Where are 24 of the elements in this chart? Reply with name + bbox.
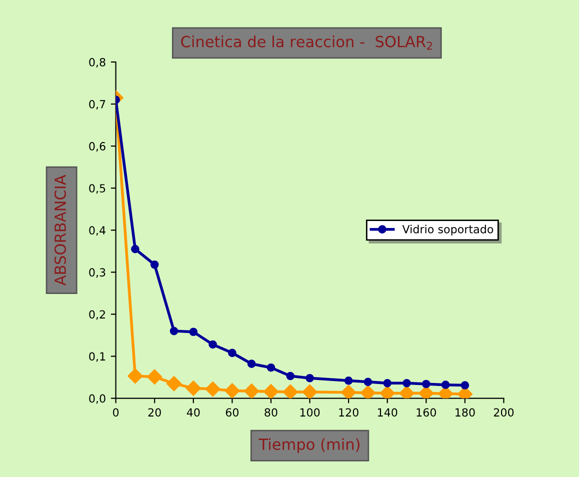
y-tick-label: 0,4 bbox=[89, 226, 106, 236]
x-tick-label: 200 bbox=[494, 408, 514, 417]
x-tick-label: 160 bbox=[416, 408, 436, 417]
y-tick-label: 0,3 bbox=[89, 268, 106, 278]
y-tick-label: 0,6 bbox=[89, 142, 106, 152]
y-tick-label: 0,1 bbox=[89, 352, 106, 362]
y-tick-label: 0,0 bbox=[89, 394, 106, 404]
x-tick-label: 180 bbox=[456, 408, 475, 417]
x-tick-label: 40 bbox=[186, 408, 200, 417]
x-tick-label: 20 bbox=[148, 408, 161, 417]
x-tick-label: 120 bbox=[339, 408, 358, 417]
y-tick-label: 0,7 bbox=[89, 100, 106, 110]
x-tick-label: 100 bbox=[300, 408, 320, 417]
y-tick-label: 0,5 bbox=[89, 184, 106, 194]
y-tick-label: 0,8 bbox=[89, 58, 106, 68]
y-tick-label: 0,2 bbox=[89, 310, 105, 320]
chart-title: Cinetica de la reaccion - SOLAR$_{2}$ bbox=[181, 36, 432, 50]
x-axis-title: Tiempo (min) bbox=[258, 438, 360, 453]
x-tick-label: 60 bbox=[226, 408, 239, 417]
x-tick-label: 80 bbox=[264, 408, 278, 417]
x-tick-label: 0 bbox=[113, 408, 119, 417]
y-axis-title: ABSORBANCIA bbox=[54, 174, 66, 286]
legend-label: Vidrio soportado bbox=[402, 224, 494, 236]
x-tick-label: 140 bbox=[378, 408, 398, 417]
